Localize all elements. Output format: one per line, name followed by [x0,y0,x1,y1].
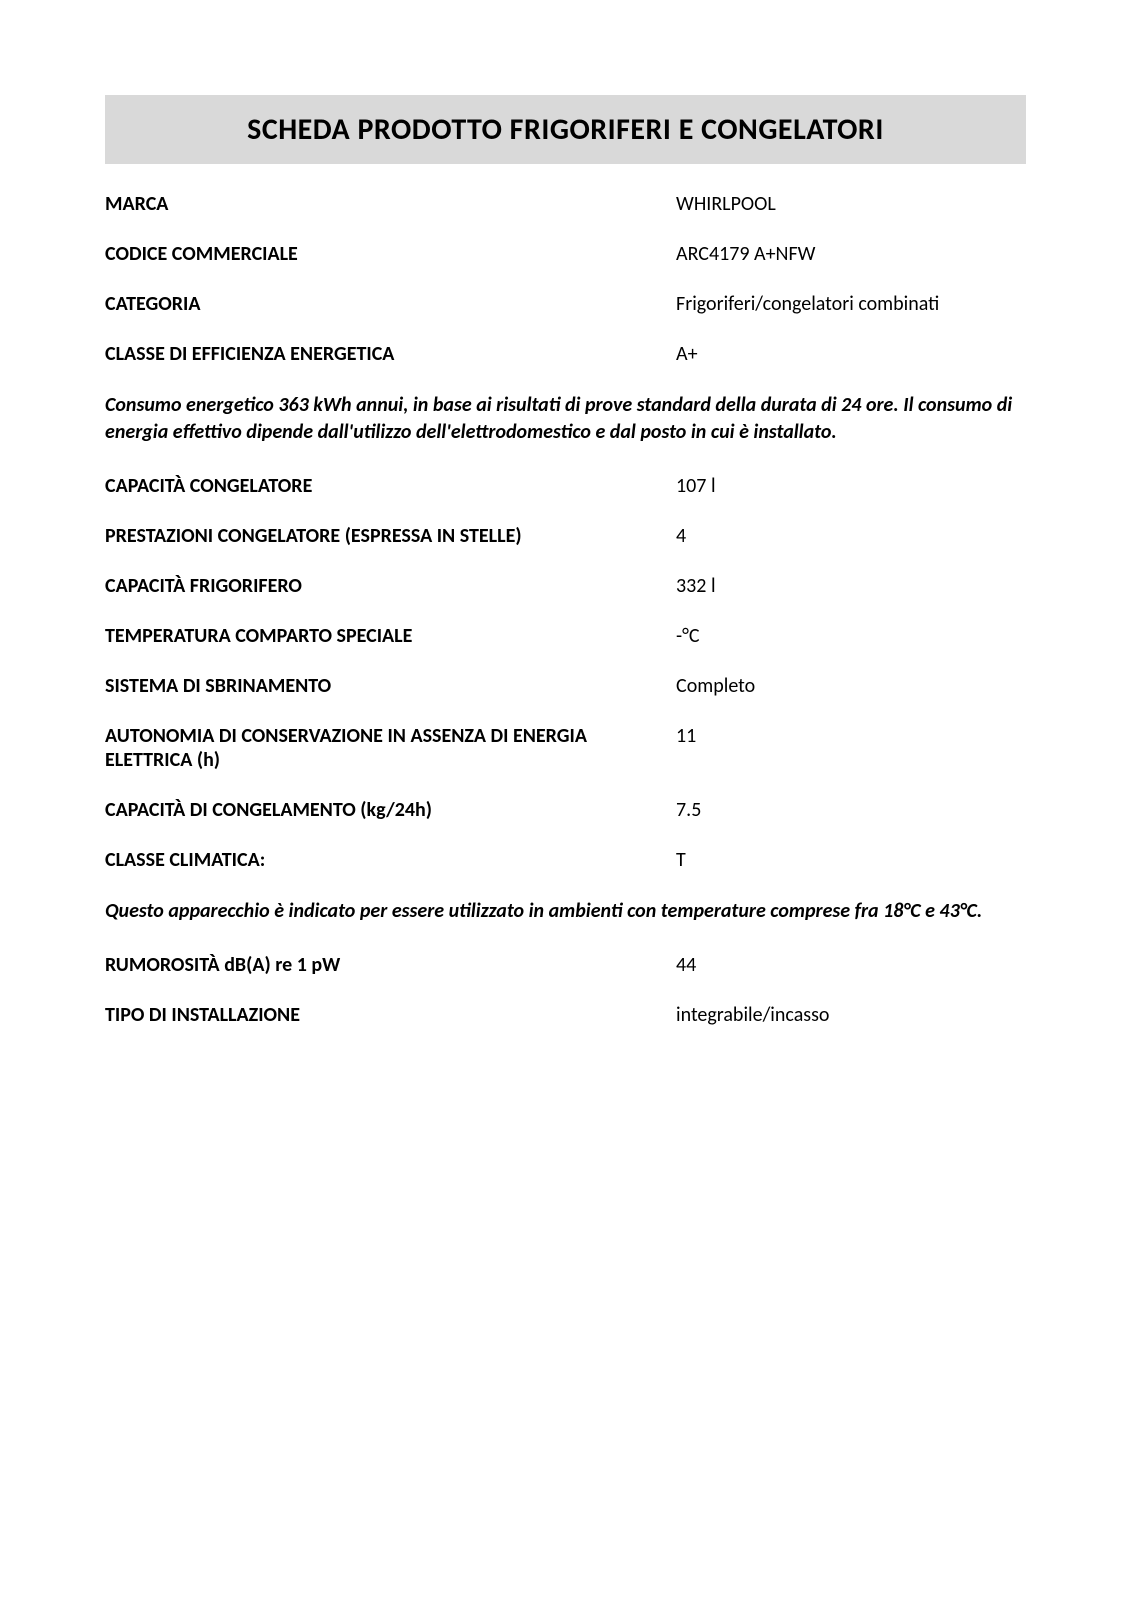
spec-label: TEMPERATURA COMPARTO SPECIALE [105,624,676,648]
spec-label: AUTONOMIA DI CONSERVAZIONE IN ASSENZA DI… [105,724,676,772]
spec-value: ARC4179 A+NFW [676,242,1026,266]
spec-section-3: RUMOROSITÀ dB(A) re 1 pW 44 TIPO DI INST… [105,953,1026,1027]
spec-row: SISTEMA DI SBRINAMENTO Completo [105,674,1026,698]
spec-value: 11 [676,724,1026,748]
spec-label: CAPACITÀ FRIGORIFERO [105,574,676,598]
spec-label: CAPACITÀ DI CONGELAMENTO (kg/24h) [105,798,676,822]
spec-value: T [676,848,1026,872]
spec-label: CLASSE CLIMATICA: [105,848,676,872]
energy-note: Consumo energetico 363 kWh annui, in bas… [105,392,1026,446]
spec-value: 7.5 [676,798,1026,822]
spec-row: CAPACITÀ FRIGORIFERO 332 l [105,574,1026,598]
climate-note: Questo apparecchio è indicato per essere… [105,898,1026,925]
spec-row: PRESTAZIONI CONGELATORE (ESPRESSA IN STE… [105,524,1026,548]
spec-value: WHIRLPOOL [676,192,1026,216]
spec-label: CODICE COMMERCIALE [105,242,676,266]
spec-value: 4 [676,524,1026,548]
spec-row: CLASSE DI EFFICIENZA ENERGETICA A+ [105,342,1026,366]
spec-section-1: MARCA WHIRLPOOL CODICE COMMERCIALE ARC41… [105,192,1026,366]
spec-value: integrabile/incasso [676,1003,1026,1027]
spec-row: AUTONOMIA DI CONSERVAZIONE IN ASSENZA DI… [105,724,1026,772]
spec-row: CAPACITÀ CONGELATORE 107 l [105,474,1026,498]
spec-value: A+ [676,342,1026,366]
spec-row: RUMOROSITÀ dB(A) re 1 pW 44 [105,953,1026,977]
page-title: SCHEDA PRODOTTO FRIGORIFERI E CONGELATOR… [125,111,1006,148]
spec-label: CLASSE DI EFFICIENZA ENERGETICA [105,342,676,366]
spec-label: CAPACITÀ CONGELATORE [105,474,676,498]
spec-row: CATEGORIA Frigoriferi/congelatori combin… [105,292,1026,316]
spec-row: CODICE COMMERCIALE ARC4179 A+NFW [105,242,1026,266]
spec-row: CAPACITÀ DI CONGELAMENTO (kg/24h) 7.5 [105,798,1026,822]
spec-section-2: CAPACITÀ CONGELATORE 107 l PRESTAZIONI C… [105,474,1026,872]
spec-label: TIPO DI INSTALLAZIONE [105,1003,676,1027]
spec-label: PRESTAZIONI CONGELATORE (ESPRESSA IN STE… [105,524,676,548]
spec-label: RUMOROSITÀ dB(A) re 1 pW [105,953,676,977]
spec-row: CLASSE CLIMATICA: T [105,848,1026,872]
spec-label: SISTEMA DI SBRINAMENTO [105,674,676,698]
spec-value: Frigoriferi/congelatori combinati [676,292,1026,316]
spec-row: TEMPERATURA COMPARTO SPECIALE -°C [105,624,1026,648]
spec-row: MARCA WHIRLPOOL [105,192,1026,216]
spec-value: 332 l [676,574,1026,598]
spec-label: CATEGORIA [105,292,676,316]
spec-label: MARCA [105,192,676,216]
title-bar: SCHEDA PRODOTTO FRIGORIFERI E CONGELATOR… [105,95,1026,164]
spec-row: TIPO DI INSTALLAZIONE integrabile/incass… [105,1003,1026,1027]
spec-value: 44 [676,953,1026,977]
spec-value: 107 l [676,474,1026,498]
spec-value: -°C [676,624,1026,648]
spec-value: Completo [676,674,1026,698]
